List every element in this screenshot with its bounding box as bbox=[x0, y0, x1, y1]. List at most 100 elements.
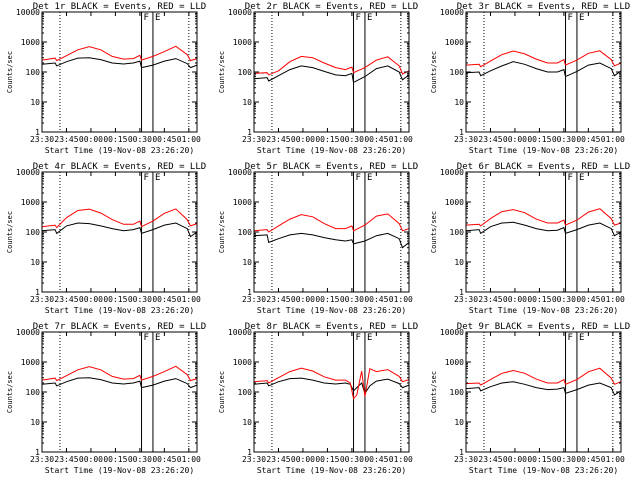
y-tick-label: 10000 bbox=[228, 8, 252, 17]
y-tick-label: 100 bbox=[450, 228, 465, 237]
y-tick-label: 1000 bbox=[21, 38, 40, 47]
event-marker-label: E bbox=[367, 333, 372, 343]
panel-title: Det 5r BLACK = Events, RED = LLD bbox=[245, 162, 418, 172]
y-tick-label: 1000 bbox=[445, 198, 464, 207]
panel-title: Det 2r BLACK = Events, RED = LLD bbox=[245, 2, 418, 12]
rate-series-line bbox=[465, 367, 622, 386]
y-tick-label: 10 bbox=[454, 258, 464, 267]
x-tick-label: 23:30 bbox=[242, 135, 266, 144]
y-tick-label: 10000 bbox=[228, 328, 252, 337]
y-tick-label: 10000 bbox=[16, 8, 40, 17]
x-tick-label: 00:30 bbox=[552, 295, 576, 304]
event-marker-label: E bbox=[579, 333, 584, 343]
panel-title: Det 7r BLACK = Events, RED = LLD bbox=[33, 322, 206, 332]
x-tick-label: 00:15 bbox=[527, 135, 551, 144]
y-tick-label: 100 bbox=[26, 388, 41, 397]
event-marker-label: E bbox=[155, 173, 160, 183]
x-tick-label: 00:00 bbox=[291, 135, 315, 144]
x-tick-label: 00:00 bbox=[503, 135, 527, 144]
plot-frame bbox=[253, 331, 410, 453]
y-tick-label: 1000 bbox=[233, 198, 252, 207]
x-tick-label: 00:30 bbox=[340, 295, 364, 304]
x-tick-label: 00:30 bbox=[340, 455, 364, 464]
y-tick-label: 100 bbox=[238, 68, 253, 77]
x-tick-label: 23:45 bbox=[266, 295, 290, 304]
x-tick-label: 00:15 bbox=[103, 455, 127, 464]
event-marker-label: E bbox=[579, 13, 584, 23]
plot-frame bbox=[465, 331, 622, 453]
rate-series-line bbox=[41, 365, 198, 382]
rate-series-line bbox=[41, 45, 198, 62]
x-tick-label: 00:45 bbox=[364, 135, 388, 144]
x-tick-label: 00:45 bbox=[364, 455, 388, 464]
y-axis-label: Counts/sec bbox=[218, 211, 226, 253]
x-tick-label: 23:30 bbox=[454, 295, 478, 304]
rate-series-line bbox=[41, 222, 198, 238]
rate-series-line bbox=[41, 57, 198, 69]
y-tick-label: 1 bbox=[35, 288, 40, 297]
event-marker-label: E bbox=[367, 173, 372, 183]
y-tick-label: 1000 bbox=[233, 38, 252, 47]
y-tick-label: 100 bbox=[238, 228, 253, 237]
y-tick-label: 1 bbox=[35, 448, 40, 457]
x-tick-label: 00:30 bbox=[340, 135, 364, 144]
x-tick-label: 00:00 bbox=[79, 295, 103, 304]
y-tick-label: 100 bbox=[450, 68, 465, 77]
y-tick-label: 10 bbox=[30, 98, 40, 107]
plot-frame bbox=[465, 171, 622, 293]
x-tick-label: 23:45 bbox=[478, 295, 502, 304]
x-tick-label: 00:15 bbox=[315, 455, 339, 464]
x-tick-label: 00:30 bbox=[552, 135, 576, 144]
y-tick-label: 10 bbox=[454, 418, 464, 427]
x-tick-label: 01:00 bbox=[389, 295, 413, 304]
x-axis-label: Start Time (19-Nov-08 23:26:20) bbox=[45, 146, 194, 155]
x-tick-label: 23:30 bbox=[242, 295, 266, 304]
x-tick-label: 00:00 bbox=[291, 455, 315, 464]
x-tick-label: 00:00 bbox=[503, 295, 527, 304]
y-tick-label: 10000 bbox=[440, 168, 464, 177]
x-tick-label: 01:00 bbox=[601, 455, 625, 464]
rate-series-line bbox=[465, 221, 622, 237]
x-tick-label: 01:00 bbox=[177, 295, 201, 304]
event-marker-label: F bbox=[356, 13, 361, 23]
x-tick-label: 00:15 bbox=[103, 295, 127, 304]
event-marker-label: F bbox=[356, 173, 361, 183]
rate-series-line bbox=[465, 61, 622, 78]
plot-frame bbox=[253, 11, 410, 133]
x-axis-label: Start Time (19-Nov-08 23:26:20) bbox=[257, 466, 406, 475]
y-tick-label: 100 bbox=[450, 388, 465, 397]
x-tick-label: 23:45 bbox=[54, 295, 78, 304]
event-marker-label: E bbox=[155, 333, 160, 343]
x-tick-label: 00:45 bbox=[364, 295, 388, 304]
x-tick-label: 00:45 bbox=[152, 135, 176, 144]
y-tick-label: 10 bbox=[242, 98, 252, 107]
y-tick-label: 10 bbox=[30, 258, 40, 267]
y-tick-label: 1 bbox=[247, 288, 252, 297]
x-tick-label: 23:45 bbox=[266, 135, 290, 144]
y-tick-label: 1000 bbox=[445, 358, 464, 367]
y-tick-label: 10000 bbox=[16, 328, 40, 337]
event-marker-label: E bbox=[579, 173, 584, 183]
panel-title: Det 1r BLACK = Events, RED = LLD bbox=[33, 2, 206, 12]
y-tick-label: 100 bbox=[26, 228, 41, 237]
x-tick-label: 00:45 bbox=[152, 295, 176, 304]
rate-series-line bbox=[465, 50, 622, 68]
x-tick-label: 23:30 bbox=[30, 295, 54, 304]
event-marker-label: F bbox=[144, 333, 149, 343]
x-tick-label: 01:00 bbox=[601, 295, 625, 304]
y-tick-label: 10 bbox=[242, 258, 252, 267]
panel-title: Det 6r BLACK = Events, RED = LLD bbox=[457, 162, 630, 172]
plot-frame bbox=[253, 171, 410, 293]
event-marker-label: F bbox=[568, 333, 573, 343]
y-tick-label: 10 bbox=[30, 418, 40, 427]
x-tick-label: 00:00 bbox=[503, 455, 527, 464]
plot-frame bbox=[465, 11, 622, 133]
y-tick-label: 1000 bbox=[21, 198, 40, 207]
event-marker-label: E bbox=[155, 13, 160, 23]
